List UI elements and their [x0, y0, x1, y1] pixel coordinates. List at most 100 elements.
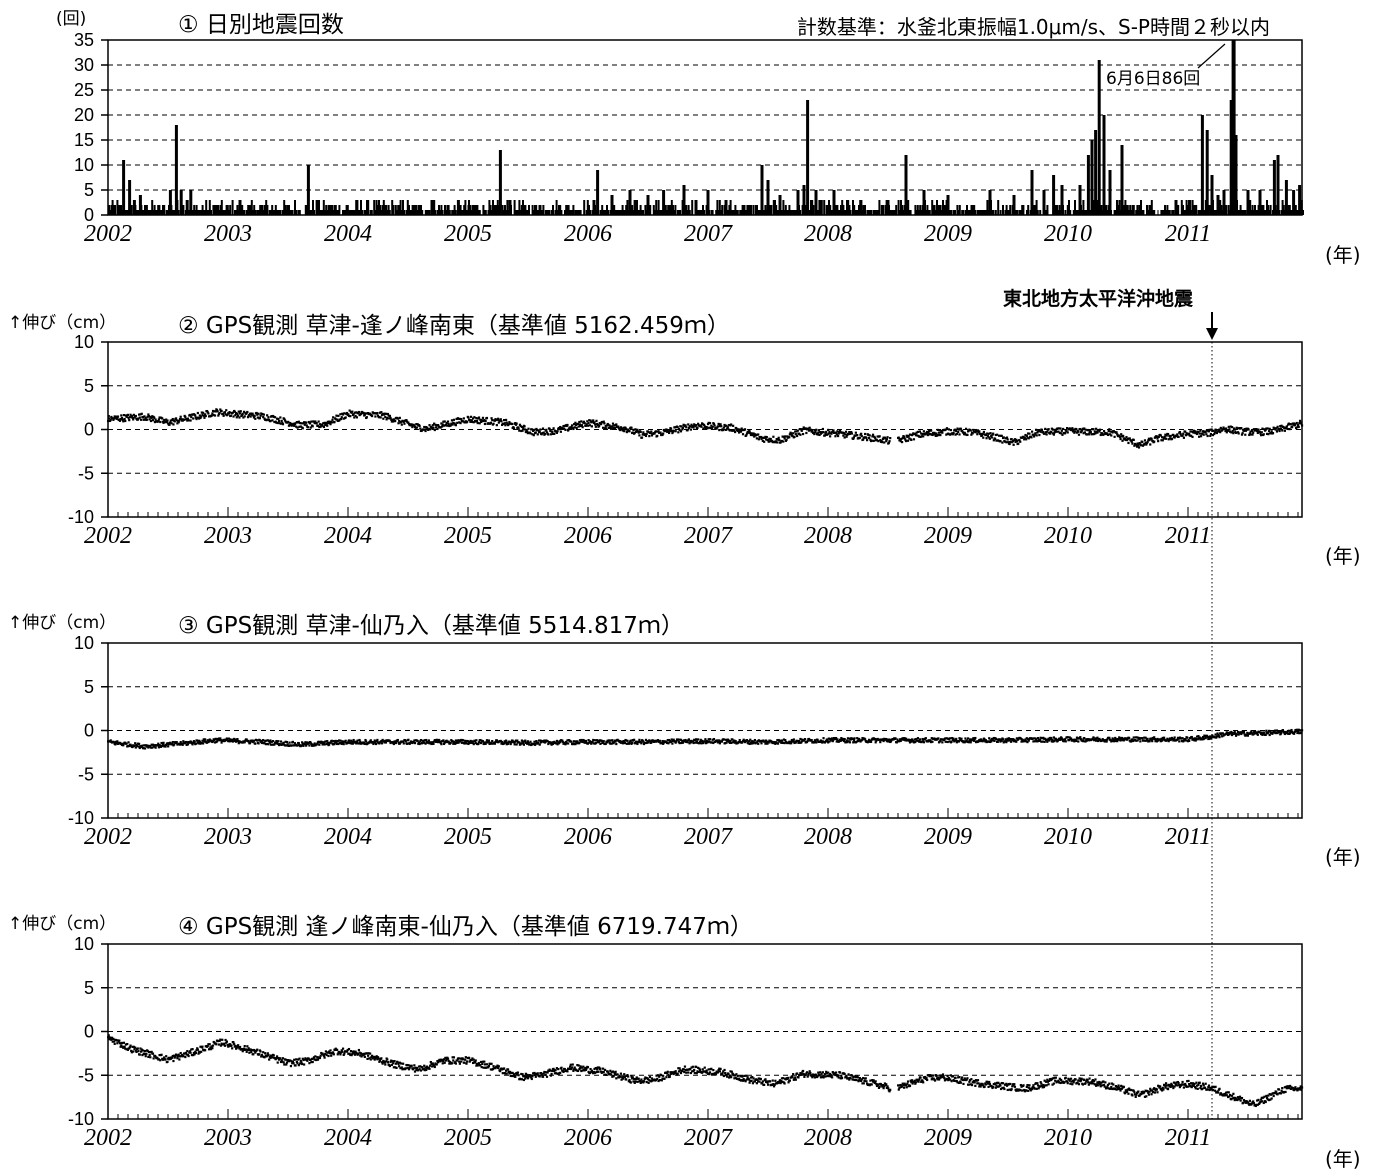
gps-point	[248, 742, 252, 745]
gps-point	[1220, 732, 1223, 735]
count-bar	[1197, 210, 1200, 215]
gps-point	[588, 419, 591, 422]
count-bar	[354, 210, 356, 215]
count-bar	[784, 205, 787, 215]
gps-point	[751, 740, 754, 743]
gps-point	[656, 740, 659, 743]
gps-point	[1019, 737, 1022, 740]
count-bar	[122, 160, 126, 215]
count-bar	[596, 170, 600, 215]
gps-point	[113, 415, 116, 418]
gps-point	[1190, 430, 1193, 433]
gps-point	[644, 433, 647, 436]
gps-point	[1092, 736, 1095, 739]
gps-point	[293, 424, 296, 427]
count-bar	[940, 210, 943, 215]
count-bar	[1214, 210, 1217, 215]
count-bar	[1142, 210, 1145, 215]
gps-point	[608, 424, 611, 427]
gps-point	[791, 434, 794, 438]
gps-point	[430, 742, 433, 746]
gps-point	[301, 742, 304, 746]
count-bar	[283, 200, 286, 215]
count-bar	[224, 210, 227, 215]
gps-point	[1249, 430, 1252, 433]
count-bar	[136, 210, 139, 215]
count-bar	[504, 205, 506, 215]
count-bar	[357, 210, 360, 215]
gps-point	[666, 741, 669, 745]
gps-point	[178, 417, 182, 421]
gps-point	[736, 429, 739, 433]
gps-point	[829, 435, 832, 438]
count-bar	[836, 205, 839, 215]
count-bar	[388, 210, 391, 215]
count-bar	[273, 210, 276, 215]
gps-point	[670, 429, 673, 433]
gps-point	[912, 432, 915, 435]
gps-point	[122, 744, 125, 747]
count-bar	[1128, 210, 1130, 215]
count-bar	[526, 210, 529, 215]
x-tick-label: 2007	[684, 824, 733, 850]
gps-point	[1225, 732, 1228, 735]
gps-point	[625, 428, 628, 431]
gps-point	[699, 424, 702, 427]
count-bar	[336, 210, 338, 215]
count-bar	[984, 210, 986, 215]
gps-point	[759, 435, 762, 439]
gps-point	[1234, 732, 1237, 735]
gps-point	[1206, 434, 1209, 438]
gps-point	[745, 739, 749, 742]
gps-point	[279, 422, 283, 425]
gps-point	[273, 743, 276, 746]
count-bar	[854, 210, 857, 215]
gps-point	[983, 738, 986, 741]
gps-point	[1199, 435, 1203, 438]
count-bar	[862, 205, 866, 215]
gps-point	[1202, 433, 1205, 436]
gps-point	[774, 742, 777, 745]
gps-point	[339, 739, 342, 742]
gps-point	[452, 421, 455, 424]
gps-point	[342, 743, 345, 746]
gps-point	[718, 424, 722, 428]
count-bar	[212, 205, 215, 215]
gps-point	[755, 437, 758, 440]
gps-point	[1186, 736, 1189, 739]
count-bar	[808, 210, 811, 215]
gps-point	[254, 417, 257, 420]
gps-point	[175, 419, 178, 422]
count-bar	[750, 205, 752, 215]
count-bar	[482, 205, 485, 215]
gps-point	[1236, 427, 1239, 430]
gps-point	[1127, 441, 1130, 445]
count-bar	[957, 210, 960, 215]
gps-point	[1268, 427, 1271, 430]
gps-point	[1014, 440, 1017, 444]
gps-point	[1157, 739, 1160, 742]
gps-point	[497, 417, 500, 420]
gps-point	[264, 743, 267, 746]
gps-point	[871, 435, 874, 438]
gps-point	[194, 742, 197, 745]
gps-point	[246, 410, 249, 414]
gps-point	[1147, 439, 1150, 442]
count-bar	[1081, 210, 1084, 215]
gps-point	[834, 431, 838, 434]
count-bar	[241, 205, 244, 215]
count-bar	[961, 210, 964, 215]
gps-point	[364, 738, 367, 742]
count-bar	[109, 210, 112, 215]
gps-point	[557, 742, 560, 745]
gps-point	[842, 434, 845, 437]
gps-point	[160, 741, 163, 745]
gps-point	[1082, 432, 1085, 435]
count-bar	[242, 210, 245, 215]
x-tick-label: 2003	[204, 523, 252, 549]
gps-point	[138, 416, 141, 419]
gps-point	[777, 738, 780, 742]
gps-point	[852, 739, 855, 742]
gps-point	[570, 425, 573, 429]
gps-point	[609, 739, 613, 742]
